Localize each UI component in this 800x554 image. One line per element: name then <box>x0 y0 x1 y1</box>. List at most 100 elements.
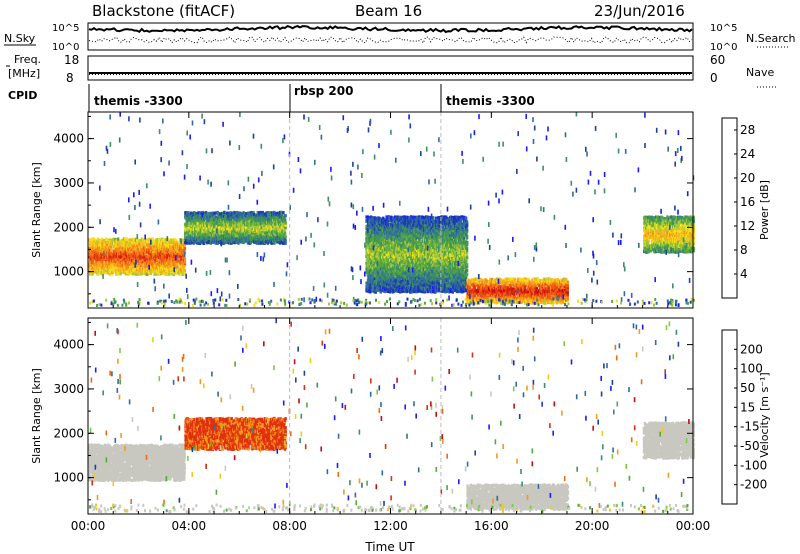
power-cell <box>97 237 100 241</box>
power-cell <box>224 226 227 230</box>
station-title: Blackstone (fitACF) <box>92 2 235 20</box>
power-cell <box>206 236 209 240</box>
power-cell <box>375 263 378 267</box>
power-cell <box>129 251 132 255</box>
power-cell <box>187 228 191 232</box>
power-cell <box>100 272 104 276</box>
power-cell <box>388 252 391 256</box>
power-cell <box>214 215 217 219</box>
power-cell <box>247 211 250 215</box>
power-cell <box>91 272 94 276</box>
power-cell <box>399 215 402 219</box>
power-cell <box>397 258 400 262</box>
power-cell <box>92 253 95 257</box>
power-cell <box>208 212 211 216</box>
power-cell <box>231 226 234 230</box>
power-cell <box>382 218 385 222</box>
power-cell <box>93 246 96 250</box>
power-cell <box>377 285 381 289</box>
power-cell <box>111 241 114 246</box>
power-cell <box>208 233 211 237</box>
power-cell <box>185 223 189 227</box>
power-cell <box>390 281 394 285</box>
power-cell <box>239 219 242 223</box>
power-cell <box>368 278 371 282</box>
power-cell <box>381 235 384 239</box>
power-cell <box>109 244 112 248</box>
power-cell <box>386 215 389 219</box>
power-cell <box>113 244 116 248</box>
power-cell <box>212 216 215 220</box>
power-cell <box>119 250 122 254</box>
power-cell <box>375 285 378 289</box>
power-cell <box>382 250 385 254</box>
power-cell <box>161 271 164 275</box>
power-cell <box>276 240 280 244</box>
cpid-segment-2: rbsp 200 <box>294 84 353 98</box>
power-cell <box>388 279 391 284</box>
power-cell <box>260 228 263 232</box>
power-cell <box>276 227 280 231</box>
power-cell <box>383 287 387 291</box>
power-cell <box>284 241 287 245</box>
power-cell <box>387 259 390 263</box>
power-cell <box>181 260 184 264</box>
power-cell <box>280 221 284 225</box>
power-cell <box>373 228 377 232</box>
power-cell <box>383 243 387 248</box>
power-cell <box>255 237 258 241</box>
power-cell <box>135 269 138 273</box>
power-cell <box>379 290 382 294</box>
power-cell <box>97 266 101 270</box>
power-cell <box>385 287 389 291</box>
power-cell <box>279 236 282 241</box>
power-cell <box>164 256 167 260</box>
power-cell <box>368 225 371 229</box>
power-cell <box>168 240 171 244</box>
power-cell <box>374 290 377 294</box>
power-cell <box>278 217 281 221</box>
power-cell <box>207 238 210 242</box>
power-cell <box>213 221 216 225</box>
power-cell <box>160 266 163 270</box>
power-cell <box>141 241 145 245</box>
power-cell <box>283 235 286 239</box>
power-cell <box>387 261 390 265</box>
power-cell <box>109 268 112 272</box>
power-cell <box>379 279 383 283</box>
power-cell <box>149 271 153 276</box>
power-cell <box>96 240 99 244</box>
power-cell <box>226 233 229 238</box>
power-cell <box>387 219 390 223</box>
power-cell <box>377 234 380 238</box>
power-cell <box>284 223 287 227</box>
power-cell <box>103 253 107 257</box>
power-cell <box>169 253 172 257</box>
power-cell <box>381 244 384 248</box>
power-cell <box>190 235 194 240</box>
power-cell <box>276 232 279 236</box>
power-cell <box>385 277 389 281</box>
power-cell <box>368 234 371 238</box>
power-cell <box>203 229 207 233</box>
power-cell <box>403 232 407 236</box>
power-cell <box>103 257 106 261</box>
power-cell <box>101 242 104 246</box>
power-cell <box>208 227 211 231</box>
power-cell <box>136 243 139 247</box>
power-cell <box>103 268 106 272</box>
power-cell <box>197 226 200 230</box>
power-cell <box>232 226 235 230</box>
power-cell <box>377 230 380 234</box>
power-cell <box>93 267 96 271</box>
power-cell <box>388 283 391 287</box>
power-cell <box>392 250 396 254</box>
power-cell <box>235 224 239 228</box>
power-cell <box>208 240 211 244</box>
power-cell <box>396 264 399 268</box>
power-cell <box>387 243 390 248</box>
power-cell <box>117 247 120 252</box>
cpid-segment-1: themis -3300 <box>94 94 183 108</box>
freq-panel: Freq. [MHz] 18 8 60 0 Nave <box>6 53 778 88</box>
